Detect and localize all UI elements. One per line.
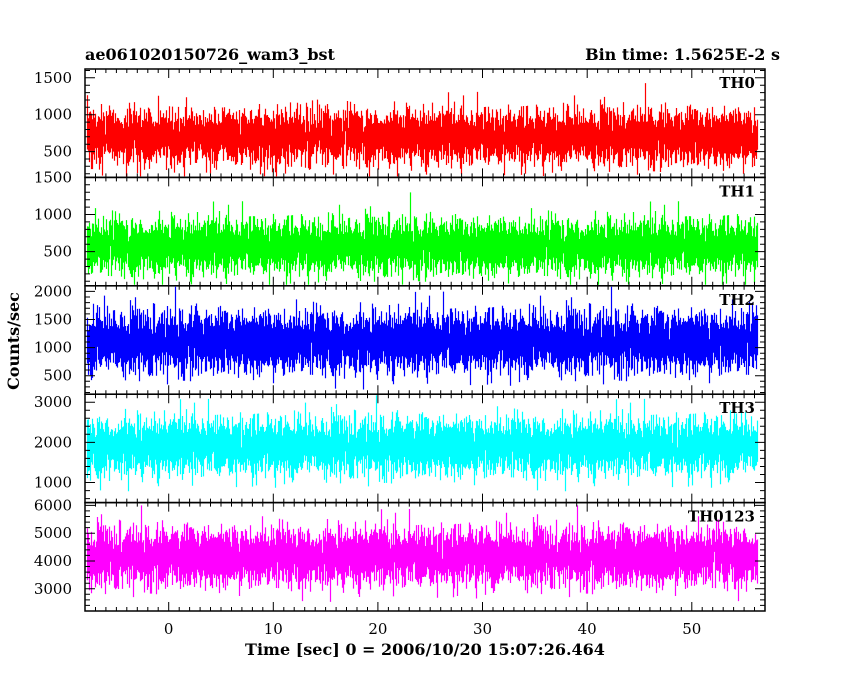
y-axis-label: Counts/sec (4, 292, 23, 390)
panel-ticks (84, 394, 766, 503)
panel-th0: 500 1000 1500 TH0 (34, 68, 766, 179)
y-tick-label: 1000 (34, 339, 72, 357)
y-tick-label: 500 (43, 143, 72, 161)
series-th0 (86, 83, 759, 177)
panel-label: TH1 (719, 182, 755, 200)
panel-th3: 1000 2000 3000 TH3 (34, 393, 766, 504)
x-tick-label: 30 (473, 620, 492, 638)
y-tick-label: 500 (43, 243, 72, 261)
panel-th2: 500 1000 1500 2000 TH2 (34, 282, 766, 395)
y-tick-label: 5000 (34, 524, 72, 542)
x-tick-label: 40 (578, 620, 597, 638)
y-tick-label: 500 (43, 367, 72, 385)
y-tick-label: 6000 (34, 496, 72, 514)
x-axis: 0 10 20 30 40 50 (164, 620, 701, 638)
panel-ticks (84, 502, 766, 611)
y-tick-label: 3000 (34, 580, 72, 598)
y-tick-label: 1000 (34, 474, 72, 492)
panel-label: TH0123 (688, 508, 755, 526)
panel-frame (84, 501, 766, 612)
y-tick-label: 1000 (34, 206, 72, 224)
y-tick-label: 1500 (34, 69, 72, 87)
series-th0123 (86, 505, 759, 602)
panel-label: TH0 (719, 74, 755, 92)
x-tick-label: 50 (682, 620, 701, 638)
panel-th0123: 3000 4000 5000 6000 TH0123 (34, 496, 766, 612)
series-th3 (86, 395, 759, 492)
x-tick-label: 20 (368, 620, 387, 638)
chart-title: ae061020150726_wam3_bst (85, 45, 336, 64)
panel-label: TH3 (719, 399, 755, 417)
x-tick-label: 0 (164, 620, 174, 638)
series-th2 (86, 286, 759, 390)
panel-ticks (84, 285, 766, 395)
panel-label: TH2 (719, 291, 755, 309)
y-tick-label: 2000 (34, 433, 72, 451)
y-tick-label: 4000 (34, 552, 72, 570)
panel-th1: 500 1000 1500 TH1 (34, 168, 766, 287)
y-tick-label: 1500 (34, 311, 72, 329)
series-th1 (86, 192, 759, 285)
panel-ticks (84, 177, 766, 286)
y-tick-label: 3000 (34, 393, 72, 411)
x-axis-label: Time [sec] 0 = 2006/10/20 15:07:26.464 (245, 640, 605, 659)
chart-subtitle: Bin time: 1.5625E-2 s (585, 45, 780, 64)
y-tick-label: 1500 (34, 168, 72, 186)
x-tick-label: 10 (264, 620, 283, 638)
y-tick-label: 1000 (34, 106, 72, 124)
y-tick-label: 2000 (34, 282, 72, 300)
panel-ticks (84, 69, 766, 178)
